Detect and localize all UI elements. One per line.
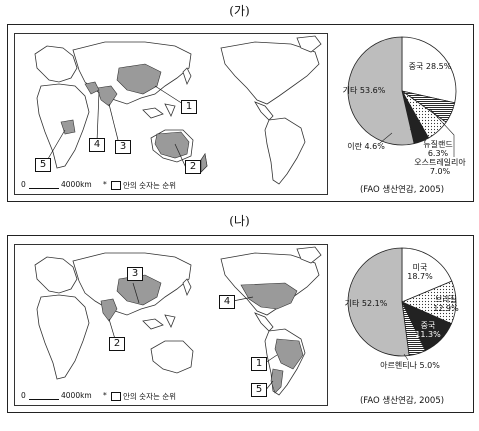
pie-label-0: 18.7% bbox=[407, 272, 433, 281]
rank-box-3: 3 bbox=[115, 140, 131, 154]
pie-label-2: 7.0% bbox=[430, 167, 451, 176]
panel-na: 3 2 4 1 5 0 4000km * 안의 숫자는 순위 미국 18.7% 브라… bbox=[7, 235, 474, 413]
pie-leader-3 bbox=[403, 353, 409, 361]
panel-ga: 1 2 3 4 5 0 4000km * 안의 숫자는 순위 중국 28.5% 뉴… bbox=[7, 24, 474, 202]
pie-slice-0 bbox=[401, 247, 453, 303]
pie-leader-2 bbox=[429, 108, 455, 157]
pie-label-3: 이란 4.6% bbox=[347, 141, 385, 151]
pie-label-0: 중국 28.5% bbox=[409, 62, 452, 71]
section-label-ga: (가) bbox=[229, 4, 250, 18]
rank-box-4: 4 bbox=[89, 138, 105, 152]
world-map-drawing bbox=[34, 246, 322, 396]
pie-slice-4 bbox=[347, 247, 410, 357]
world-map-na: 3 2 4 1 5 0 4000km * 안의 숫자는 순위 bbox=[14, 244, 328, 406]
scale-line bbox=[29, 188, 59, 189]
source-na: (FAO 생산연감, 2005) bbox=[359, 396, 445, 406]
scale-line bbox=[29, 399, 59, 400]
pie-slice-4 bbox=[347, 36, 415, 146]
pie-label-2: 오스트레일리아 bbox=[414, 157, 466, 167]
scale-bar: 0 4000km * 안의 숫자는 순위 bbox=[21, 391, 181, 403]
note-asterisk: * bbox=[103, 180, 107, 189]
scale-zero: 0 bbox=[21, 391, 26, 400]
note-text: 안의 숫자는 순위 bbox=[123, 392, 177, 401]
rank-box-2: 2 bbox=[185, 160, 201, 174]
note-text: 안의 숫자는 순위 bbox=[123, 181, 177, 190]
rank-box-1: 1 bbox=[251, 357, 267, 371]
note-box-icon bbox=[111, 181, 121, 190]
scale-text: 4000km bbox=[61, 391, 92, 400]
pie-label-1: 뉴질랜드 bbox=[423, 139, 452, 149]
rank-box-2: 2 bbox=[109, 337, 125, 351]
pie-label-0: 미국 bbox=[413, 263, 428, 272]
pie-label-1: 브라질 bbox=[435, 295, 457, 304]
rank-box-3: 3 bbox=[127, 267, 143, 281]
source-ga: (FAO 생산연감, 2005) bbox=[359, 185, 445, 195]
pie-label-1: 12.9% bbox=[433, 304, 459, 313]
world-map-drawing bbox=[34, 35, 322, 185]
pie-na: 미국 18.7% 브라질 12.9% 중국 11.3% 아르헨티나 5.0% 기타 52.1%… bbox=[334, 240, 470, 408]
world-map-ga: 1 2 3 4 5 0 4000km * 안의 숫자는 순위 bbox=[14, 33, 328, 195]
rank-box-5: 5 bbox=[251, 383, 267, 397]
scale-text: 4000km bbox=[61, 180, 92, 189]
pie-label-4: 기타 53.6% bbox=[343, 86, 386, 95]
note-asterisk: * bbox=[103, 391, 107, 400]
pie-leader-1 bbox=[409, 128, 427, 142]
pie-leader-3 bbox=[379, 132, 393, 144]
rank-box-1: 1 bbox=[181, 100, 197, 114]
pie-slice-0 bbox=[401, 36, 457, 104]
note-box-icon bbox=[111, 392, 121, 401]
scale-zero: 0 bbox=[21, 180, 26, 189]
rank-box-4: 4 bbox=[219, 295, 235, 309]
pie-label-3: 아르헨티나 5.0% bbox=[380, 360, 440, 370]
rank-box-5: 5 bbox=[35, 158, 51, 172]
pie-ga: 중국 28.5% 뉴질랜드 6.3% 오스트레일리아 7.0% 이란 4.6% 기타 53.… bbox=[334, 29, 470, 197]
pie-label-2: 중국 bbox=[421, 321, 436, 330]
pie-label-4: 기타 52.1% bbox=[345, 299, 388, 308]
pie-label-1: 6.3% bbox=[428, 149, 449, 158]
pie-label-2: 11.3% bbox=[415, 330, 441, 339]
scale-bar: 0 4000km * 안의 숫자는 순위 bbox=[21, 180, 181, 192]
section-label-na: (나) bbox=[229, 214, 250, 228]
